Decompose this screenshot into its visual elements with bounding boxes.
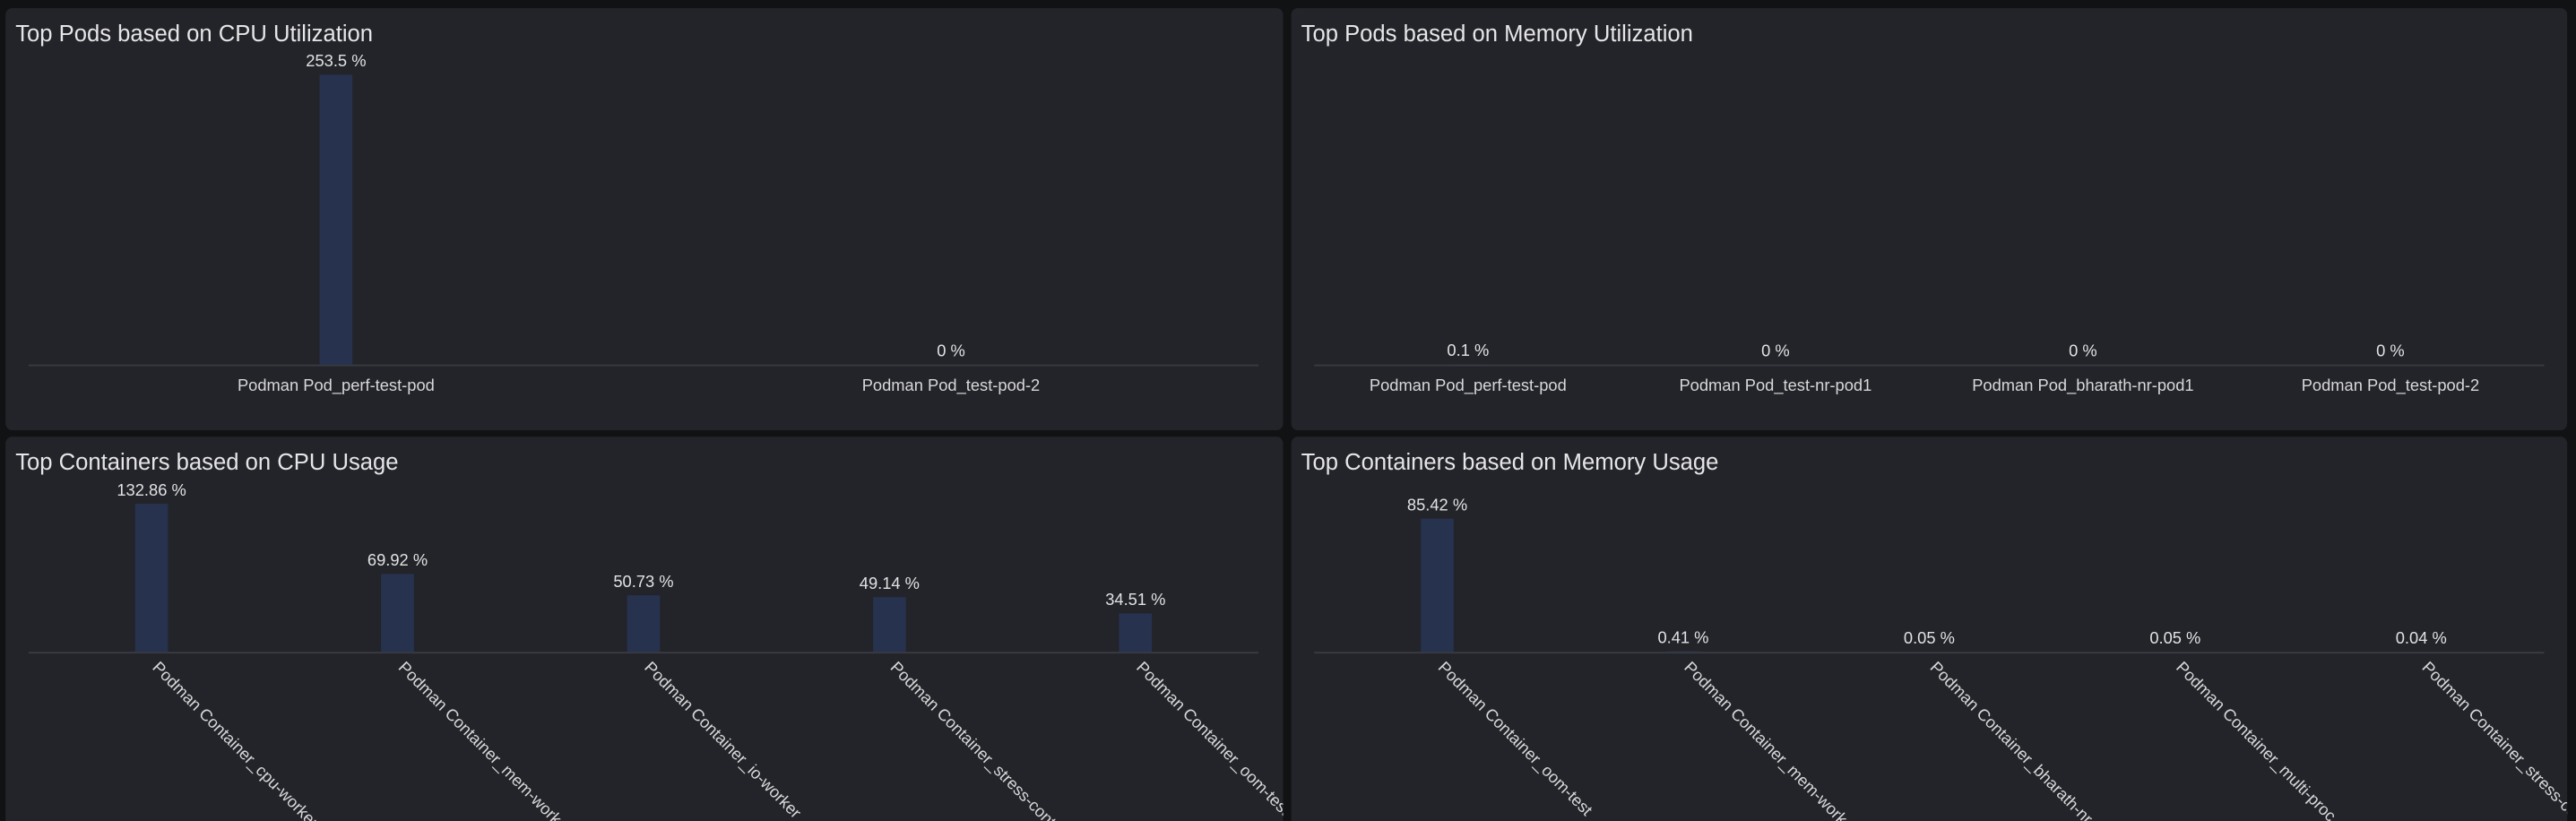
value-label: 0.05 % — [2149, 628, 2200, 647]
bar — [873, 597, 906, 652]
chart: Top Pods based on Memory Utilization 0.1 … — [1301, 22, 2545, 395]
x-tick-label: Podman Pod_perf-test-pod — [1370, 376, 1567, 395]
bar — [1119, 613, 1153, 652]
value-label: 85.42 % — [1407, 495, 1467, 514]
bar — [319, 74, 353, 365]
bar — [1421, 518, 1454, 652]
panel — [5, 8, 1284, 430]
panel — [1291, 436, 2568, 821]
bar — [381, 574, 414, 652]
bar — [134, 504, 169, 652]
x-tick-label: Podman Pod_bharath-nr-pod1 — [1972, 376, 2193, 395]
chart-title: Top Containers based on Memory Usage — [1301, 450, 1719, 475]
x-tick-label: Podman Pod_test-nr-pod1 — [1679, 376, 1871, 395]
value-label: 0 % — [1761, 341, 1790, 360]
value-label: 0.04 % — [2396, 628, 2447, 647]
value-label: 0.1 % — [1447, 341, 1489, 359]
value-label: 0.05 % — [1904, 628, 1955, 647]
chart-title: Top Pods based on Memory Utilization — [1301, 22, 1693, 47]
value-label: 0 % — [2376, 341, 2405, 360]
value-label: 50.73 % — [613, 572, 673, 591]
value-label: 132.86 % — [117, 480, 186, 499]
chart-title: Top Containers based on CPU Usage — [15, 450, 398, 475]
bar — [627, 595, 661, 652]
value-label: 49.14 % — [860, 574, 920, 592]
x-tick-label: Podman Pod_perf-test-pod — [238, 376, 435, 395]
value-label: 0 % — [2069, 341, 2097, 360]
chart-title: Top Pods based on CPU Utilization — [15, 22, 373, 47]
value-label: 69.92 % — [367, 550, 428, 569]
x-tick-label: Podman Pod_test-pod-2 — [862, 376, 1041, 395]
value-label: 253.5 % — [306, 51, 366, 70]
x-tick-label: Podman Pod_test-pod-2 — [2302, 376, 2480, 395]
value-label: 0.41 % — [1657, 627, 1708, 646]
panel — [1291, 8, 2568, 430]
chart: Top Pods based on CPU Utilization 253.5 %… — [15, 22, 1259, 395]
value-label: 0 % — [937, 341, 965, 360]
value-label: 34.51 % — [1105, 590, 1165, 609]
